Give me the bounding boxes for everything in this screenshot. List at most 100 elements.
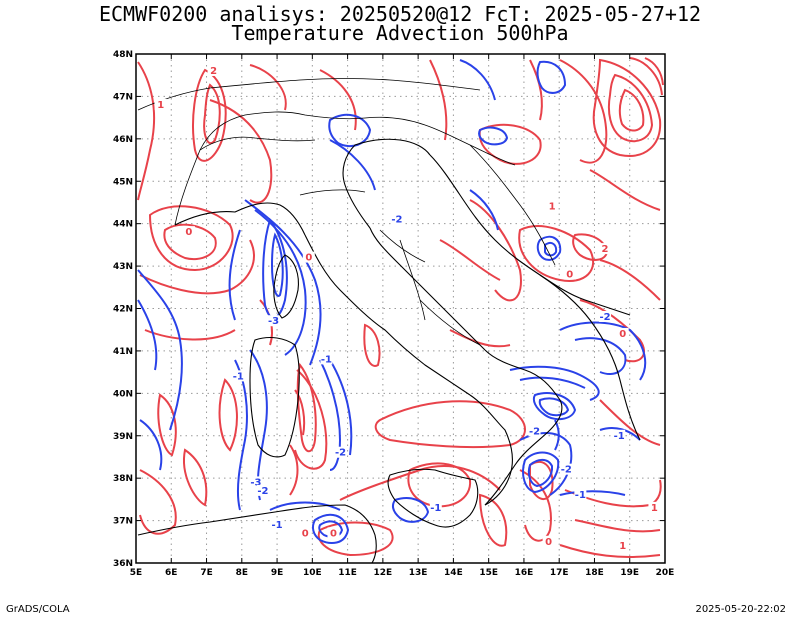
- contour-neg-5: [254, 209, 307, 356]
- contour-pos-22: [519, 469, 552, 542]
- lat-tick-label: 36N: [113, 559, 133, 569]
- lon-tick-label: 10E: [303, 568, 322, 578]
- contour-pos-16: [289, 444, 299, 496]
- contour-pos-40: [478, 123, 542, 165]
- lat-tick-label: 43N: [113, 262, 133, 272]
- coast-corsica: [273, 254, 299, 319]
- contour-pos-4: [148, 205, 234, 272]
- lat-tick-label: 48N: [113, 50, 133, 60]
- contour-pos-36: [518, 225, 595, 282]
- lon-tick-label: 9E: [271, 568, 283, 578]
- contour-pos-43: [319, 69, 357, 131]
- contour-pos-38: [599, 259, 661, 301]
- map-subtitle: Temperature Advection 500hPa: [231, 21, 569, 45]
- contour-pos-37: [572, 233, 609, 261]
- contour-pos-31: [618, 88, 645, 132]
- lat-tick-label: 40N: [113, 389, 133, 399]
- contour-pos-34: [589, 169, 661, 211]
- coast-ligurian: [174, 202, 306, 236]
- contour-label-bg: [574, 489, 587, 501]
- lat-tick-label: 44N: [113, 220, 133, 230]
- contour-value-label: -3: [250, 477, 261, 488]
- contour-pos-32: [629, 57, 663, 96]
- contour-neg-35: [228, 229, 241, 321]
- contour-pos-47: [579, 299, 645, 363]
- contour-label-bg: [267, 315, 280, 327]
- contour-value-label: 0: [566, 270, 573, 281]
- contour-label-bg: [320, 353, 333, 365]
- contour-label-bg: [327, 527, 340, 539]
- border-croatia: [469, 144, 556, 266]
- lat-tick-label: 45N: [113, 177, 133, 187]
- contour-label-bg: [429, 501, 442, 513]
- contour-label-bg: [542, 535, 555, 547]
- contour-neg-13: [269, 501, 341, 511]
- contour-pos-25: [574, 519, 661, 533]
- contour-pos-1: [137, 61, 156, 201]
- lat-tick-label: 37N: [113, 517, 133, 527]
- lon-tick-label: 11E: [338, 568, 357, 578]
- contour-neg-30: [328, 113, 372, 148]
- contour-value-label: 1: [157, 100, 164, 111]
- lon-tick-label: 17E: [550, 568, 569, 578]
- lon-tick-label: 16E: [515, 568, 534, 578]
- lon-tick-label: 20E: [656, 568, 675, 578]
- contour-label-bg: [528, 425, 541, 437]
- contour-pos-39: [439, 239, 501, 281]
- lon-tick-label: 12E: [374, 568, 393, 578]
- contour-label-bg: [560, 463, 573, 475]
- lat-tick-label: 42N: [113, 305, 133, 315]
- contour-pos-21: [317, 521, 394, 557]
- contour-label-bg: [232, 370, 245, 382]
- contour-pos-2: [192, 68, 227, 162]
- footer-timestamp: 2025-05-20-22:02: [695, 604, 786, 615]
- contour-neg-29: [329, 139, 376, 191]
- contour-value-label: -1: [321, 354, 332, 365]
- contour-neg-24: [599, 427, 641, 441]
- contour-label-bg: [599, 243, 612, 255]
- contour-pos-11: [294, 389, 306, 436]
- coast-africa: [137, 504, 377, 563]
- coast-calabria: [469, 394, 514, 506]
- border-regions-2: [399, 239, 426, 321]
- contour-pos-29: [592, 58, 662, 157]
- contour-neg-16: [532, 392, 577, 421]
- contour-neg-27: [544, 242, 558, 257]
- contour-neg-2: [137, 299, 158, 371]
- contour-pos-42: [529, 59, 543, 121]
- contour-value-label: 0: [305, 253, 312, 264]
- contour-neg-33: [391, 497, 430, 523]
- contour-label-bg: [207, 64, 220, 76]
- contour-pos-33: [644, 57, 664, 86]
- contour-neg-15: [519, 376, 586, 389]
- lon-tick-label: 15E: [479, 568, 498, 578]
- lon-tick-label: 19E: [620, 568, 639, 578]
- lon-tick-label: 7E: [200, 568, 212, 578]
- contour-label-bg: [271, 518, 284, 530]
- lon-tick-label: 14E: [444, 568, 463, 578]
- contour-neg-19: [527, 458, 554, 488]
- contour-label-bg: [648, 501, 661, 513]
- contour-neg-23: [574, 337, 627, 375]
- contour-label-bg: [249, 476, 262, 488]
- lat-tick-label: 46N: [113, 135, 133, 145]
- contour-label-bg: [546, 200, 559, 212]
- contour-value-label: 0: [619, 329, 626, 340]
- coast-sardinia: [249, 336, 300, 458]
- contour-label-bg: [256, 484, 269, 496]
- contour-pos-5: [163, 223, 217, 260]
- contour-value-label: -2: [561, 465, 572, 476]
- contour-value-label: -2: [257, 486, 268, 497]
- contour-value-label: -2: [335, 448, 346, 459]
- coast-adriatic-north: [342, 138, 431, 229]
- lat-tick-label: 41N: [113, 347, 133, 357]
- contour-pos-8: [209, 99, 273, 204]
- coast-ionian: [484, 349, 563, 506]
- contour-neg-6: [244, 199, 322, 366]
- contour-value-label: -2: [391, 214, 402, 225]
- contour-pos-15: [139, 469, 177, 535]
- contour-label-bg: [613, 429, 626, 441]
- coast-tyrrhenian-west: [304, 234, 471, 396]
- lon-tick-label: 6E: [165, 568, 177, 578]
- lon-tick-label: 13E: [409, 568, 428, 578]
